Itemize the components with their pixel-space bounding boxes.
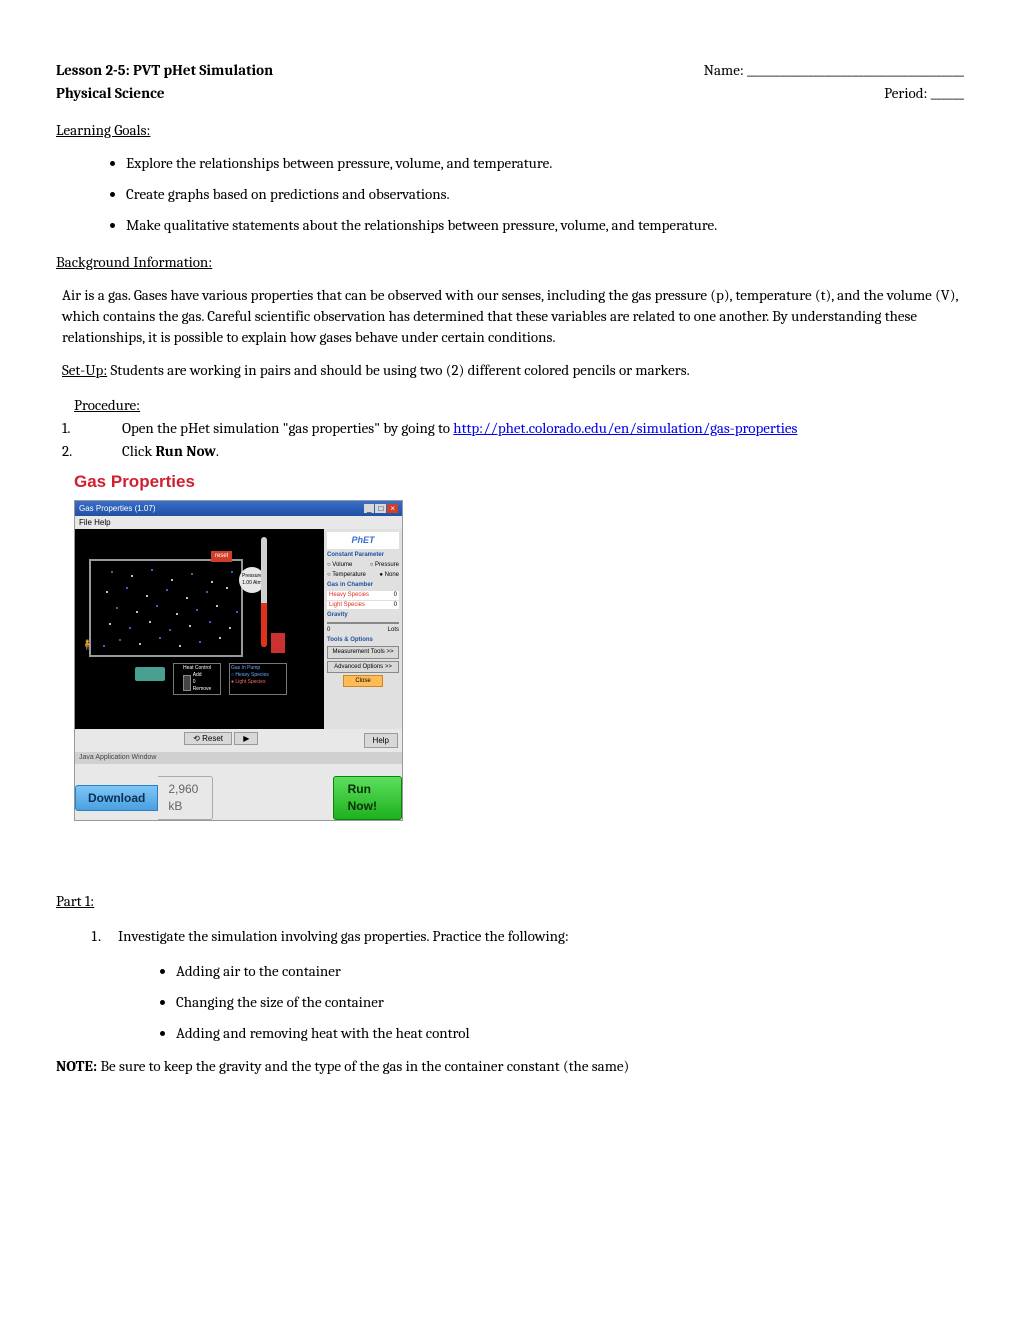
sim-bottom-bar: ⟲ Reset ▶ Help [75,729,402,752]
heater[interactable] [135,667,165,681]
sim-reset-button[interactable]: ⟲ Reset [184,732,232,745]
note-label: NOTE: [56,1057,97,1075]
period-field: Period: ______ [884,83,964,104]
close-button[interactable]: Close [343,675,383,687]
heat-control-panel[interactable]: Heat Control Add 0 Remove [173,663,221,695]
close-icon[interactable]: × [387,504,398,513]
java-window-label: Java Application Window [75,752,402,764]
step-text: Click [122,442,156,460]
sim-title: Gas Properties [74,470,964,494]
sim-window-title: Gas Properties (1.07) [79,503,155,514]
sim-side-panel: PhET Constant Parameter ○ Volume○ Pressu… [324,529,402,729]
list-item: Adding and removing heat with the heat c… [176,1023,964,1044]
list-item: Create graphs based on predictions and o… [126,184,964,205]
part1-list: Investigate the simulation involving gas… [56,926,964,947]
background-text: Air is a gas. Gases have various propert… [56,285,964,348]
procedure-heading: Procedure: [74,395,964,416]
gas-in-pump-panel[interactable]: Gas In Pump ○ Heavy Species ● Light Spec… [229,663,287,695]
maximize-icon[interactable]: □ [375,504,386,513]
advanced-options-button[interactable]: Advanced Options >> [327,661,399,673]
reset-button[interactable]: reset [211,551,232,561]
learning-goals-list: Explore the relationships between pressu… [56,153,964,236]
note-text: Be sure to keep the gravity and the type… [97,1057,629,1075]
phet-logo: PhET [327,532,399,549]
sim-titlebar: Gas Properties (1.07) _□× [75,501,402,516]
background-heading: Background Information: [56,252,964,273]
download-button[interactable]: Download [75,785,158,812]
step-number: 2. [62,441,122,462]
gas-container[interactable] [89,559,243,657]
list-item: Adding air to the container [176,961,964,982]
tools-label: Tools & Options [327,636,399,644]
learning-goals-heading: Learning Goals: [56,120,964,141]
phet-link[interactable]: http://phet.colorado.edu/en/simulation/g… [453,419,797,437]
help-button[interactable]: Help [364,733,398,748]
gravity-label: Gravity [327,611,399,619]
sim-main-area: reset Pressure 1.00 Atm 🧍 Heat Control A… [75,529,324,729]
play-button[interactable]: ▶ [234,732,258,745]
setup-label: Set-Up: [62,361,107,379]
thermometer [261,537,267,647]
person-icon[interactable]: 🧍 [81,639,93,653]
run-now-text: Run Now [156,442,216,460]
gas-chamber-label: Gas in Chamber [327,581,399,589]
list-item: Make qualitative statements about the re… [126,215,964,236]
lesson-title: Lesson 2-5: PVT pHet Simulation [56,60,273,81]
run-now-button[interactable]: Run Now! [333,776,402,820]
step-number: 1. [62,418,122,439]
part1-heading: Part 1: [56,891,964,912]
list-item: Changing the size of the container [176,992,964,1013]
sim-screenshot: Gas Properties (1.07) _□× File Help rese… [74,500,403,821]
pump[interactable] [271,633,285,653]
course-title: Physical Science [56,83,165,104]
constant-param-label: Constant Parameter [327,551,399,559]
download-size: 2,960 kB [158,776,212,820]
sim-menu[interactable]: File Help [75,516,402,529]
measurement-tools-button[interactable]: Measurement Tools >> [327,646,399,658]
minimize-icon[interactable]: _ [364,504,374,513]
step-text: Open the pHet simulation "gas properties… [122,419,453,437]
part1-sublist: Adding air to the container Changing the… [56,961,964,1044]
list-item: Investigate the simulation involving gas… [104,926,964,947]
list-item: Explore the relationships between pressu… [126,153,964,174]
name-field: Name: __________________________________… [704,60,964,81]
setup-text: Students are working in pairs and should… [107,361,690,379]
